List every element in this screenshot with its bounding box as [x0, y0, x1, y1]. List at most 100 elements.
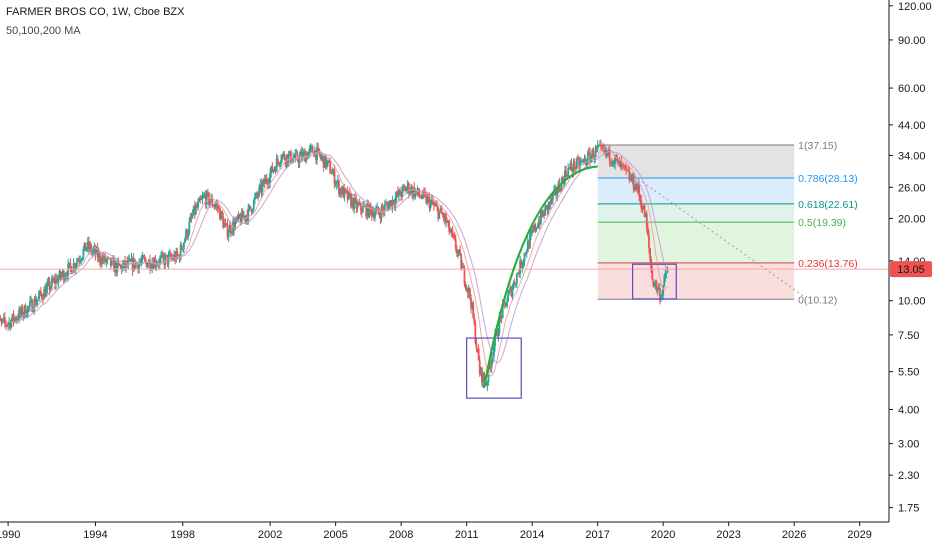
candle-body — [412, 187, 415, 196]
candle-body — [130, 258, 133, 262]
candle-body — [460, 254, 463, 269]
candle-body — [31, 300, 34, 312]
candle-body — [51, 278, 54, 282]
candle-body — [343, 188, 346, 198]
candle-body — [570, 163, 573, 170]
candle-body — [197, 201, 199, 208]
candle-body — [436, 205, 439, 208]
candle-body — [531, 229, 534, 233]
candle-body — [405, 188, 408, 192]
candle-body — [384, 203, 387, 205]
candle-body — [274, 168, 277, 172]
candle-body — [404, 187, 407, 192]
candle-body — [475, 343, 478, 349]
candle-body — [3, 317, 6, 323]
candle-body — [90, 244, 92, 253]
candle-body — [546, 205, 549, 211]
candle-body — [110, 259, 113, 266]
candle-body — [356, 203, 359, 209]
ma-line-short — [5, 146, 668, 377]
price-tick-label: 90.00 — [898, 35, 926, 47]
candle-body — [592, 150, 595, 160]
candle-body — [156, 263, 159, 265]
candle-body — [357, 203, 360, 205]
fib-label-1: 1(37.15) — [798, 140, 837, 152]
candle-body — [75, 261, 78, 266]
candle-body — [619, 161, 622, 167]
candle-body — [229, 225, 232, 233]
candle-body — [168, 253, 171, 255]
candle-body — [285, 154, 288, 164]
candle-body — [258, 187, 261, 196]
candle-body — [275, 158, 278, 172]
candle-body — [439, 208, 442, 212]
candle-body — [479, 367, 482, 374]
candle-body — [184, 239, 186, 243]
candle-body — [514, 283, 517, 285]
candle-body — [508, 290, 511, 295]
candle-body — [240, 211, 243, 224]
candle-body — [581, 160, 584, 162]
candle-body — [97, 253, 100, 258]
candle-body — [493, 346, 495, 357]
candle-body — [316, 147, 318, 160]
candle-body — [119, 265, 122, 267]
candle-body — [250, 209, 253, 213]
time-tick-label: 2023 — [716, 529, 740, 541]
candle-body — [604, 147, 607, 154]
candle-body — [203, 194, 206, 196]
candle-body — [280, 160, 282, 164]
candle-body — [648, 235, 650, 248]
candle-body — [523, 253, 526, 262]
candle-body — [478, 360, 481, 374]
candle-body — [616, 158, 619, 160]
candle-body — [338, 180, 340, 194]
candle-body — [428, 197, 431, 209]
candle-body — [340, 189, 342, 195]
fib-zone-0.5 — [597, 222, 795, 263]
candle-body — [652, 279, 655, 286]
time-tick-label: 1990 — [0, 529, 20, 541]
candle-body — [396, 191, 399, 196]
candle-body — [118, 263, 121, 266]
candle-body — [525, 252, 528, 254]
candle-body — [649, 247, 651, 260]
candle-body — [403, 186, 406, 188]
candle-body — [233, 221, 235, 230]
candle-body — [236, 217, 239, 220]
candle-body — [371, 212, 374, 216]
candle-body — [211, 198, 214, 206]
candle-body — [77, 260, 79, 262]
candle-body — [215, 204, 218, 206]
candle-body — [56, 278, 59, 284]
candle-body — [334, 183, 337, 185]
candle-body — [362, 205, 364, 213]
candle-body — [276, 158, 279, 162]
candle-body — [367, 202, 370, 217]
candle-body — [48, 281, 51, 291]
candle-body — [572, 161, 575, 173]
candle-body — [472, 302, 475, 318]
candle-body — [518, 273, 520, 275]
time-tick-label: 2026 — [782, 529, 806, 541]
candle-body — [121, 264, 124, 271]
candle-body — [271, 166, 274, 173]
candle-body — [34, 298, 37, 305]
candle-body — [389, 200, 392, 204]
candle-body — [641, 208, 644, 210]
candle-body — [449, 231, 452, 233]
candle-body — [600, 144, 602, 146]
candle-body — [219, 208, 221, 220]
candle-body — [372, 212, 375, 218]
candle-body — [115, 262, 118, 273]
candle-body — [142, 255, 145, 258]
candle-body — [351, 198, 353, 207]
price-tick-label: 20.00 — [898, 213, 926, 225]
candle-body — [311, 146, 314, 153]
candle-body — [213, 206, 216, 208]
candle-body — [83, 242, 86, 250]
candle-body — [333, 170, 336, 185]
candle-body — [13, 317, 16, 322]
